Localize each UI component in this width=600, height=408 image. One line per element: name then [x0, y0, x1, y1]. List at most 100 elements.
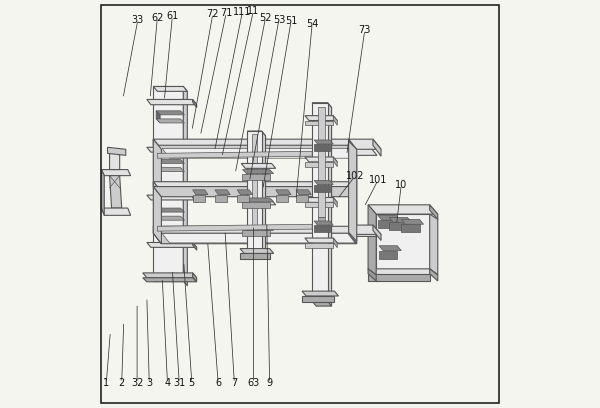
Text: 54: 54	[306, 19, 319, 29]
Polygon shape	[101, 170, 131, 175]
Text: 10: 10	[395, 180, 407, 190]
Polygon shape	[314, 184, 330, 192]
Polygon shape	[430, 269, 438, 281]
Polygon shape	[247, 131, 266, 136]
Polygon shape	[305, 157, 337, 162]
Polygon shape	[379, 246, 401, 251]
Text: 5: 5	[188, 378, 195, 388]
Polygon shape	[242, 226, 274, 231]
Polygon shape	[156, 111, 185, 115]
Polygon shape	[349, 139, 357, 244]
Polygon shape	[275, 190, 291, 195]
Polygon shape	[162, 234, 355, 243]
Polygon shape	[368, 274, 430, 281]
Text: 62: 62	[151, 13, 164, 22]
Polygon shape	[333, 115, 337, 125]
Polygon shape	[379, 251, 397, 259]
Text: 2: 2	[119, 378, 125, 388]
Polygon shape	[318, 217, 325, 222]
Polygon shape	[143, 278, 197, 282]
Polygon shape	[296, 195, 308, 202]
Polygon shape	[154, 233, 357, 244]
Polygon shape	[305, 243, 333, 248]
Polygon shape	[156, 119, 185, 123]
Polygon shape	[154, 226, 161, 244]
Polygon shape	[242, 174, 269, 180]
Polygon shape	[183, 86, 187, 286]
Polygon shape	[156, 160, 185, 164]
Polygon shape	[101, 208, 131, 215]
Polygon shape	[193, 242, 197, 250]
Polygon shape	[312, 103, 328, 301]
Polygon shape	[154, 226, 357, 236]
Text: 32: 32	[131, 378, 143, 388]
Polygon shape	[237, 190, 253, 195]
Polygon shape	[305, 197, 337, 202]
Text: 11: 11	[247, 6, 260, 16]
Polygon shape	[314, 221, 333, 225]
Polygon shape	[154, 186, 357, 197]
Polygon shape	[401, 220, 424, 224]
Polygon shape	[242, 198, 274, 202]
Polygon shape	[368, 205, 376, 275]
Polygon shape	[143, 273, 197, 278]
Polygon shape	[314, 144, 330, 151]
Text: 102: 102	[346, 171, 364, 182]
Polygon shape	[318, 107, 325, 217]
Polygon shape	[242, 170, 274, 174]
Polygon shape	[241, 200, 275, 205]
Polygon shape	[193, 273, 197, 282]
Polygon shape	[241, 164, 275, 169]
Polygon shape	[262, 131, 266, 257]
Text: 7: 7	[231, 378, 238, 388]
Text: 101: 101	[368, 175, 387, 186]
Polygon shape	[247, 252, 266, 257]
Text: 51: 51	[285, 16, 297, 26]
Polygon shape	[237, 195, 250, 202]
Polygon shape	[193, 195, 197, 203]
Polygon shape	[147, 242, 197, 247]
Polygon shape	[154, 145, 357, 156]
Text: 6: 6	[215, 378, 221, 388]
Polygon shape	[156, 208, 185, 212]
Polygon shape	[101, 170, 104, 215]
Text: 4: 4	[164, 378, 170, 388]
Polygon shape	[156, 208, 160, 220]
Polygon shape	[376, 214, 430, 269]
Polygon shape	[240, 248, 274, 253]
Polygon shape	[378, 220, 396, 228]
Polygon shape	[154, 182, 161, 197]
Polygon shape	[373, 139, 381, 156]
Text: 72: 72	[206, 9, 219, 18]
Polygon shape	[154, 139, 357, 149]
Polygon shape	[147, 100, 197, 105]
Polygon shape	[252, 134, 257, 233]
Polygon shape	[193, 100, 197, 108]
Polygon shape	[430, 205, 438, 220]
Polygon shape	[373, 225, 381, 240]
Polygon shape	[296, 190, 311, 195]
Polygon shape	[193, 190, 208, 195]
Polygon shape	[333, 157, 337, 167]
Text: 33: 33	[132, 15, 144, 24]
Polygon shape	[193, 147, 197, 155]
Polygon shape	[156, 216, 185, 220]
Polygon shape	[389, 222, 407, 231]
Polygon shape	[156, 168, 185, 172]
Polygon shape	[328, 103, 332, 306]
Polygon shape	[302, 296, 334, 302]
Polygon shape	[157, 224, 312, 231]
Polygon shape	[333, 238, 337, 248]
Text: 3: 3	[146, 378, 152, 388]
Text: 61: 61	[166, 11, 178, 21]
Polygon shape	[154, 86, 183, 281]
Polygon shape	[368, 205, 438, 214]
Text: 111: 111	[233, 7, 251, 16]
Polygon shape	[305, 115, 337, 120]
Polygon shape	[349, 145, 377, 155]
Polygon shape	[154, 86, 187, 91]
Polygon shape	[312, 103, 332, 108]
Polygon shape	[349, 139, 381, 149]
Polygon shape	[314, 140, 333, 144]
Polygon shape	[389, 217, 412, 222]
